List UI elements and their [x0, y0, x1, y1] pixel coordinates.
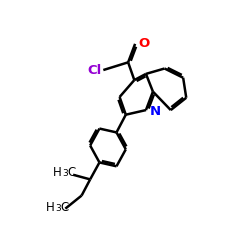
Text: Cl: Cl — [88, 64, 102, 76]
Text: 3: 3 — [55, 204, 61, 213]
Text: O: O — [138, 37, 149, 50]
Text: H: H — [46, 200, 54, 213]
Text: 3: 3 — [62, 170, 68, 178]
Text: C: C — [67, 166, 75, 179]
Text: N: N — [150, 105, 161, 118]
Text: C: C — [60, 200, 68, 213]
Text: H: H — [53, 166, 62, 179]
